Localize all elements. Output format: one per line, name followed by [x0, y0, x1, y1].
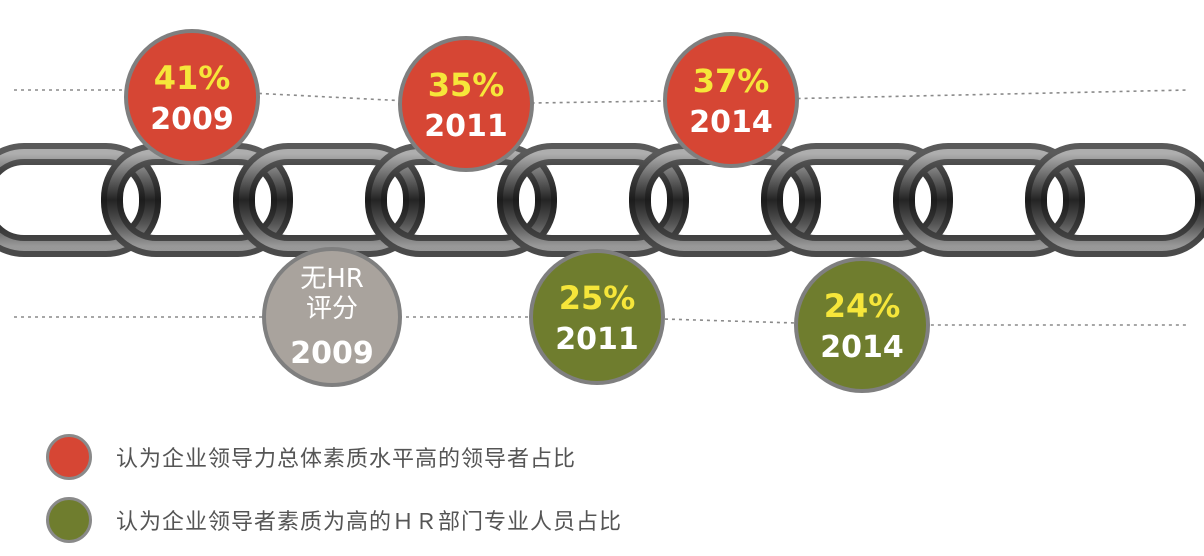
bubble-hr-2011: 25% 2011: [529, 249, 665, 385]
chain-link: [0, 143, 161, 257]
chain-link: [233, 143, 425, 257]
bubble-year: 2014: [689, 105, 773, 140]
bubble-label: 无HR: [300, 264, 364, 294]
bubble-hr-2014: 24% 2014: [794, 257, 930, 393]
bubble-year: 2009: [290, 336, 374, 371]
chain-link: [893, 143, 1085, 257]
legend-item-hr: 认为企业领导者素质为高的ＨＲ部门专业人员占比: [46, 497, 622, 543]
chain-link: [761, 143, 953, 257]
bubble-label: 评分: [306, 294, 358, 324]
chain-link: [1025, 143, 1204, 257]
legend-swatch-red: [46, 434, 92, 480]
bubble-leaders-2014: 37% 2014: [663, 32, 799, 168]
bubble-year: 2014: [820, 330, 904, 365]
bubble-year: 2009: [150, 102, 234, 137]
legend-label-hr: 认为企业领导者素质为高的ＨＲ部门专业人员占比: [116, 510, 623, 535]
legend-item-leaders: 认为企业领导力总体素质水平高的领导者占比: [46, 434, 576, 480]
bubble-year: 2011: [555, 322, 639, 357]
bubble-percent: 41%: [154, 59, 231, 97]
connector-line-0: [14, 89, 1189, 105]
chain-link: [497, 143, 689, 257]
bubble-year: 2011: [424, 109, 508, 144]
bubble-percent: 25%: [559, 279, 636, 317]
bubble-percent: 37%: [693, 62, 770, 100]
bubble-percent: 35%: [428, 66, 505, 104]
bubble-leaders-2009: 41% 2009: [124, 29, 260, 165]
legend-swatch-olive: [46, 497, 92, 543]
chain: [0, 143, 1204, 257]
legend-label-leaders: 认为企业领导力总体素质水平高的领导者占比: [116, 447, 577, 472]
bubble-percent: 24%: [824, 287, 901, 325]
bubble-leaders-2011: 35% 2011: [398, 36, 534, 172]
